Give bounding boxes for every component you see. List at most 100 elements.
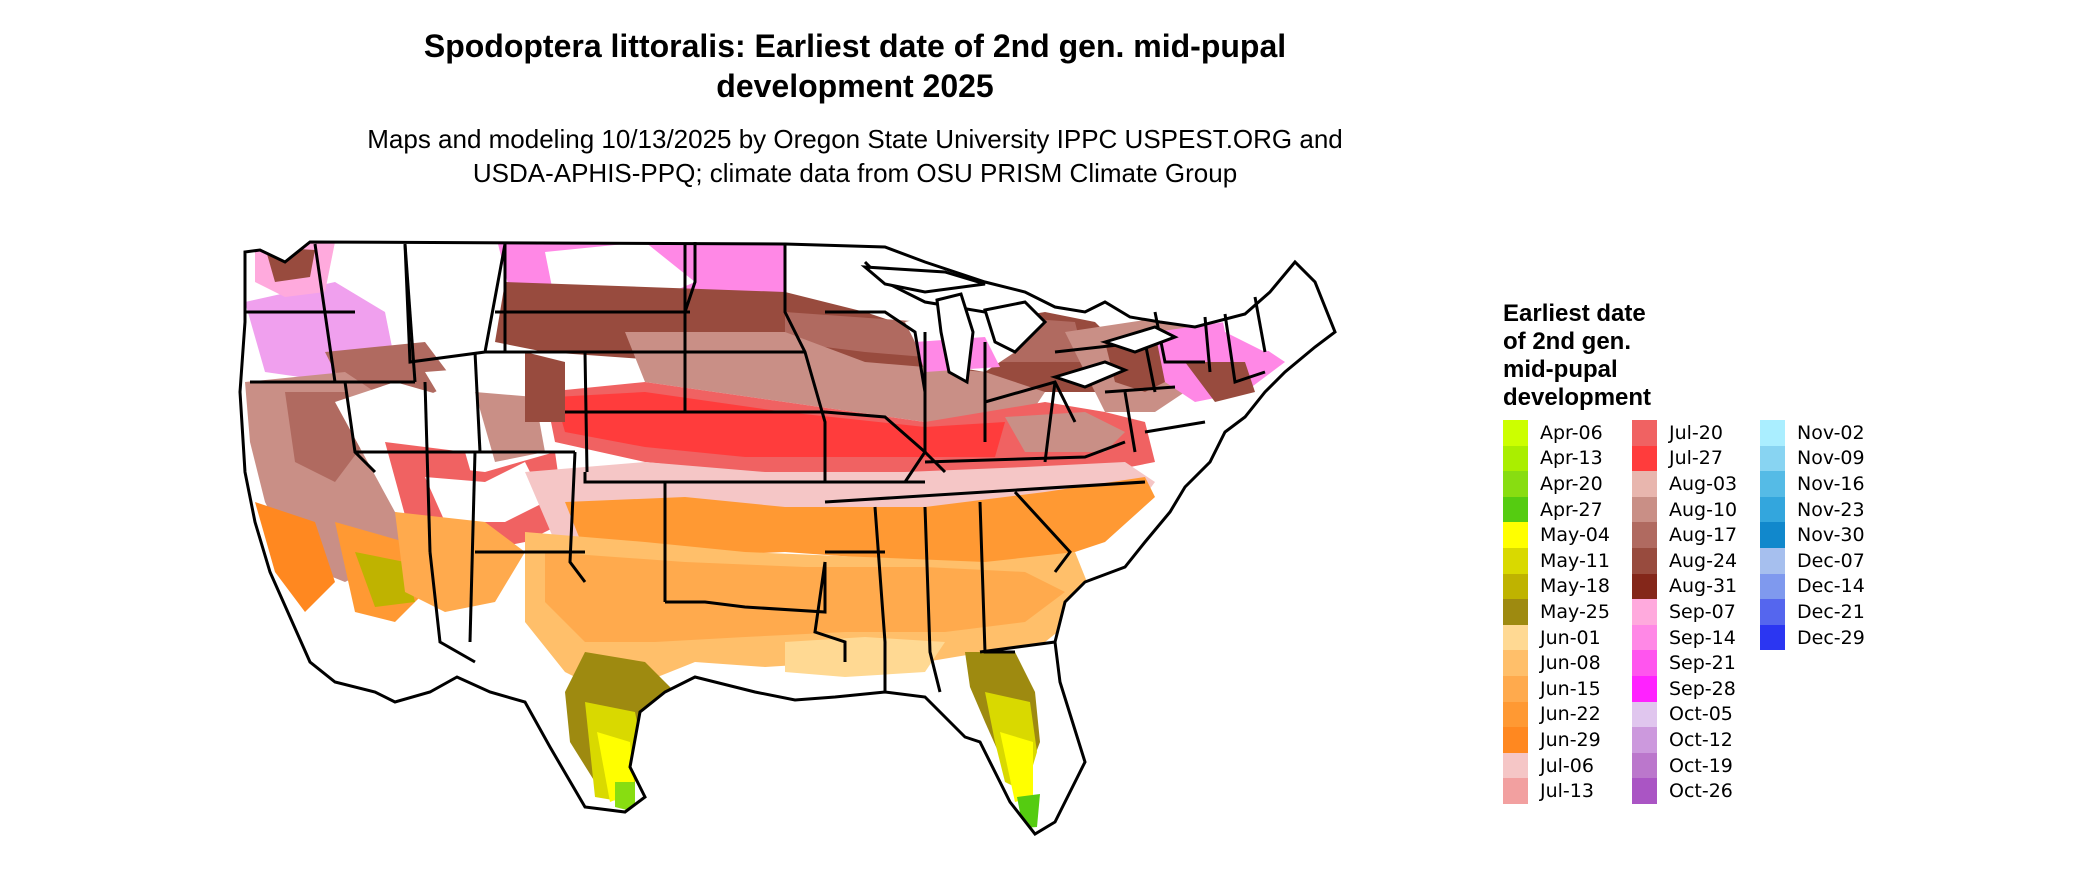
legend-swatch	[1632, 496, 1657, 523]
legend-title-line-1: Earliest date	[1503, 300, 1646, 327]
legend-swatch	[1760, 445, 1785, 472]
legend-label: Apr-13	[1540, 447, 1603, 470]
legend-swatch	[1632, 599, 1657, 625]
legend-swatch	[1760, 547, 1785, 574]
legend-item: Jun-01	[1503, 624, 1610, 651]
legend-swatch	[1632, 547, 1657, 574]
legend-title: Earliest date of 2nd gen. mid-pupal deve…	[1503, 300, 1651, 412]
legend-swatch	[1632, 752, 1657, 779]
great-lakes	[860, 265, 1179, 389]
legend-label: Aug-17	[1669, 524, 1738, 547]
legend-swatch	[1503, 471, 1528, 497]
legend-item: May-18	[1503, 573, 1610, 600]
legend-label: Jun-08	[1540, 652, 1601, 675]
legend-swatch	[1632, 445, 1657, 472]
legend-item: Jul-20	[1632, 420, 1737, 446]
legend-swatch	[1503, 496, 1528, 523]
legend-label: Apr-06	[1540, 421, 1603, 444]
legend-item: Aug-10	[1632, 496, 1737, 523]
legend-item: Sep-07	[1632, 599, 1737, 625]
legend-item: Jun-29	[1503, 727, 1610, 753]
legend-item: May-11	[1503, 547, 1610, 574]
legend-item: Nov-23	[1760, 496, 1865, 523]
legend-swatch	[1632, 420, 1657, 446]
legend-label: Jun-22	[1540, 703, 1601, 726]
legend-swatch	[1503, 778, 1528, 804]
legend-label: Jun-01	[1540, 626, 1601, 649]
legend-swatch	[1760, 471, 1785, 497]
legend-swatch	[1503, 420, 1528, 446]
map-subtitle-line-2: USDA-APHIS-PPQ; climate data from OSU PR…	[472, 158, 1238, 188]
legend-label: Nov-02	[1797, 421, 1865, 444]
legend-label: May-25	[1540, 600, 1610, 623]
map-subtitle-line-1: Maps and modeling 10/13/2025 by Oregon S…	[367, 124, 1343, 154]
legend-column: Nov-02 Nov-09 Nov-16 Nov-23 Nov-30 Dec-07 Dec-…	[1760, 420, 1865, 651]
legend-swatch	[1503, 547, 1528, 574]
legend-label: Jul-20	[1669, 421, 1723, 444]
legend-item: Oct-26	[1632, 778, 1737, 804]
legend-swatch	[1632, 522, 1657, 548]
legend-label: May-04	[1540, 524, 1610, 547]
legend-label: Dec-07	[1797, 549, 1865, 572]
legend-label: Sep-14	[1669, 626, 1736, 649]
legend-item: Oct-12	[1632, 727, 1737, 753]
legend-item: Oct-05	[1632, 701, 1737, 728]
legend-column: Jul-20 Jul-27 Aug-03 Aug-10 Aug-17 Aug-24 Aug-…	[1632, 420, 1737, 804]
legend-item: Dec-07	[1760, 547, 1865, 574]
legend-swatch	[1632, 701, 1657, 728]
legend-swatch	[1503, 727, 1528, 753]
legend-swatch	[1760, 573, 1785, 600]
legend-title-line-3: mid-pupal	[1503, 356, 1618, 383]
legend-swatch	[1503, 701, 1528, 728]
legend-item: Jul-06	[1503, 752, 1610, 779]
legend-item: Aug-24	[1632, 547, 1738, 574]
map-title: Spodoptera littoralis: Earliest date of …	[300, 26, 1410, 106]
legend-swatch	[1503, 522, 1528, 548]
legend-item: Apr-27	[1503, 496, 1610, 523]
legend-label: Sep-21	[1669, 652, 1736, 675]
legend-label: Jun-15	[1540, 677, 1601, 700]
legend-item: Jun-08	[1503, 650, 1610, 676]
legend-swatch	[1503, 752, 1528, 779]
legend-label: Nov-16	[1797, 472, 1865, 495]
legend-item: Sep-28	[1632, 675, 1737, 702]
legend-label: Aug-24	[1669, 549, 1738, 572]
legend-label: Nov-09	[1797, 447, 1865, 470]
legend-item: Aug-03	[1632, 471, 1737, 497]
legend-label: Sep-07	[1669, 600, 1736, 623]
legend-item: Apr-13	[1503, 445, 1610, 472]
legend-label: Dec-14	[1797, 575, 1865, 598]
map-subtitle: Maps and modeling 10/13/2025 by Oregon S…	[300, 122, 1410, 190]
legend-swatch	[1760, 624, 1785, 651]
legend-item: Sep-21	[1632, 650, 1737, 676]
legend-label: Jul-06	[1540, 754, 1594, 777]
legend-title-line-2: of 2nd gen.	[1503, 328, 1631, 355]
legend-label: Oct-12	[1669, 728, 1733, 751]
legend-item: Jul-27	[1632, 445, 1737, 472]
legend-title-line-4: development	[1503, 384, 1652, 411]
legend-item: Dec-14	[1760, 573, 1865, 600]
legend-item: Aug-31	[1632, 573, 1738, 600]
legend-swatch	[1632, 778, 1657, 804]
legend-label: Dec-29	[1797, 626, 1865, 649]
legend-item: May-04	[1503, 522, 1610, 548]
legend-item: Apr-20	[1503, 471, 1610, 497]
legend-swatch	[1632, 675, 1657, 702]
legend-swatch	[1760, 420, 1785, 446]
legend-item: Sep-14	[1632, 624, 1737, 651]
legend-item: Dec-29	[1760, 624, 1865, 651]
legend-label: Aug-31	[1669, 575, 1738, 598]
us-phenology-map	[238, 240, 1337, 836]
legend-item: Apr-06	[1503, 420, 1610, 446]
legend-swatch	[1760, 599, 1785, 625]
legend-swatch	[1503, 573, 1528, 600]
legend-label: Nov-30	[1797, 524, 1865, 547]
legend-label: Dec-21	[1797, 600, 1865, 623]
legend-column: Apr-06 Apr-13 Apr-20 Apr-27 May-04 May-11 May-…	[1503, 420, 1610, 804]
legend-item: May-25	[1503, 599, 1610, 625]
legend-label: Jul-13	[1540, 780, 1594, 803]
legend-label: Oct-19	[1669, 754, 1733, 777]
legend-label: Oct-26	[1669, 780, 1733, 803]
map-title-line-1: Spodoptera littoralis: Earliest date of …	[423, 28, 1287, 64]
map-title-line-2: development 2025	[716, 68, 994, 104]
